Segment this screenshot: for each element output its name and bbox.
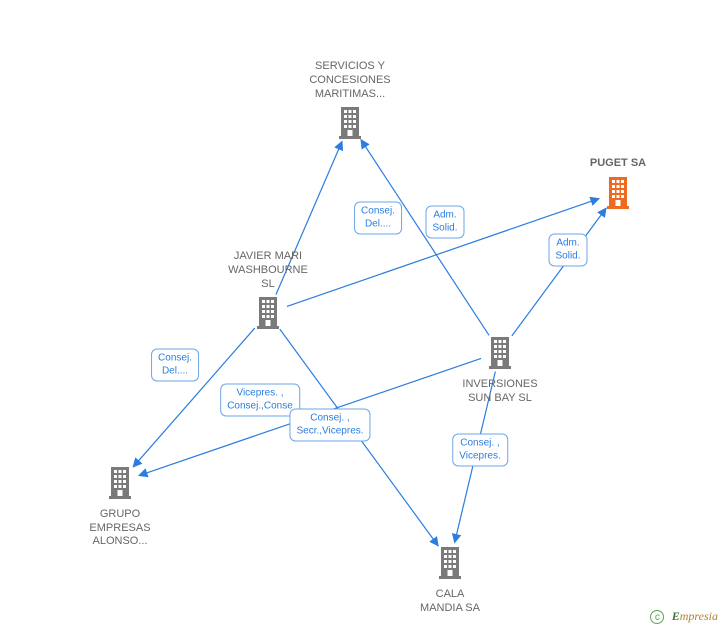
node-grupo[interactable]: GRUPOEMPRESASALONSO... xyxy=(60,465,180,549)
building-icon xyxy=(603,200,633,212)
edge-label: Vicepres. , Consej.,Conse xyxy=(220,384,300,417)
node-javier[interactable]: JAVIER MARIWASHBOURNESL xyxy=(208,250,328,334)
edge xyxy=(361,140,489,336)
edge-label: Adm. Solid. xyxy=(548,234,587,267)
building-icon xyxy=(105,490,135,502)
node-label: GRUPOEMPRESASALONSO... xyxy=(60,508,180,549)
copyright-icon: c xyxy=(650,610,664,624)
edge xyxy=(512,208,606,336)
building-icon xyxy=(435,570,465,582)
brand-name: Empresia xyxy=(672,609,718,623)
node-servicios[interactable]: SERVICIOS YCONCESIONESMARITIMAS... xyxy=(290,60,410,144)
edge-label: Consej. , Vicepres. xyxy=(452,434,508,467)
building-icon xyxy=(253,320,283,332)
node-cala[interactable]: CALAMANDIA SA xyxy=(390,545,510,615)
edge-label: Adm. Solid. xyxy=(425,206,464,239)
footer-credit: c Empresia xyxy=(650,609,718,624)
node-puget[interactable]: PUGET SA xyxy=(558,157,678,214)
node-label: CALAMANDIA SA xyxy=(390,588,510,616)
node-inversiones[interactable]: INVERSIONESSUN BAY SL xyxy=(440,335,560,405)
node-label: SERVICIOS YCONCESIONESMARITIMAS... xyxy=(290,60,410,101)
node-label: PUGET SA xyxy=(558,157,678,171)
node-label: JAVIER MARIWASHBOURNESL xyxy=(208,250,328,291)
building-icon xyxy=(485,360,515,372)
diagram-canvas: SERVICIOS YCONCESIONESMARITIMAS... PUGET… xyxy=(0,0,728,630)
edge-label: Consej. Del.... xyxy=(354,202,402,235)
node-label: INVERSIONESSUN BAY SL xyxy=(440,378,560,406)
building-icon xyxy=(335,130,365,142)
edge-label: Consej. Del.... xyxy=(151,349,199,382)
edge-label: Consej. , Secr.,Vicepres. xyxy=(289,409,370,442)
